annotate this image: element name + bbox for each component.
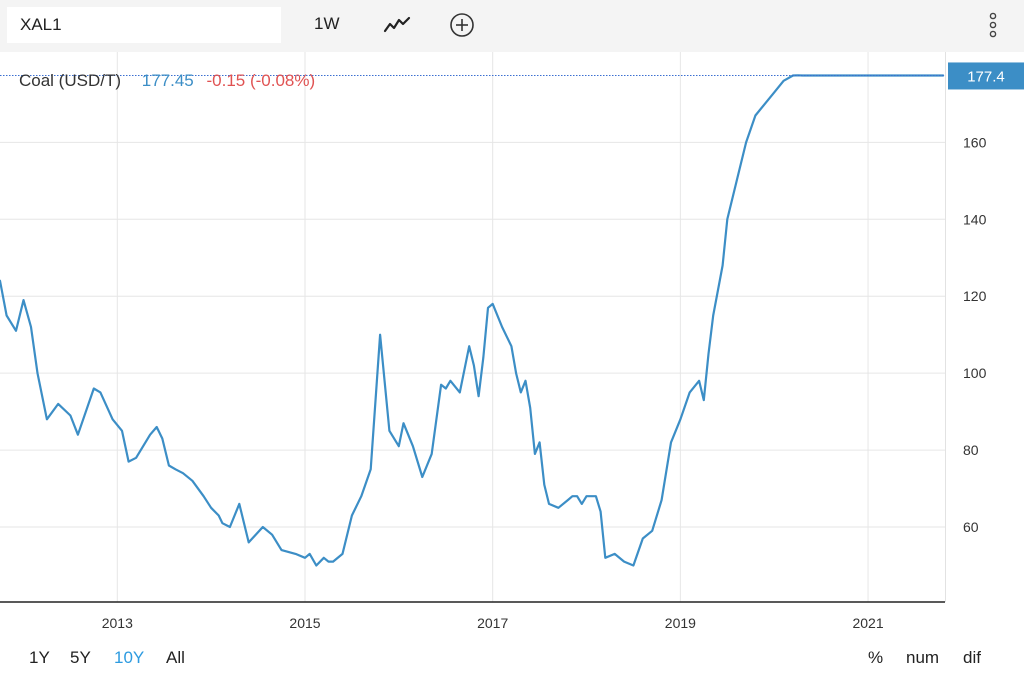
x-tick-label: 2021 bbox=[852, 615, 883, 631]
price-chart[interactable]: 2013 2015 2017 2019 2021 60 80 100 120 140 160 177.… bbox=[0, 52, 1024, 648]
x-tick-label: 2017 bbox=[477, 615, 508, 631]
x-tick-label: 2015 bbox=[289, 615, 320, 631]
legend-series-name: Coal (USD/T) bbox=[19, 71, 122, 90]
range-5y-button[interactable]: 5Y bbox=[70, 648, 91, 667]
series-line bbox=[0, 74, 945, 567]
range-bar: 1Y 5Y 10Y All % num dif bbox=[0, 648, 1024, 674]
line-chart-icon[interactable] bbox=[383, 14, 411, 36]
chart-legend: Coal (USD/T) 177.45 -0.15 (-0.08%) bbox=[19, 71, 315, 91]
legend-price: 177.45 bbox=[141, 71, 194, 90]
y-tick-label: 100 bbox=[963, 365, 987, 381]
last-price-box bbox=[948, 62, 1024, 90]
range-all-button[interactable]: All bbox=[166, 648, 185, 667]
y-tick-label: 140 bbox=[963, 211, 987, 227]
x-tick-label: 2013 bbox=[102, 615, 133, 631]
range-10y-button[interactable]: 10Y bbox=[114, 648, 145, 667]
scale-percent-button[interactable]: % bbox=[868, 648, 884, 667]
y-tick-label: 120 bbox=[963, 288, 987, 304]
scale-num-button[interactable]: num bbox=[906, 648, 940, 667]
x-tick-label: 2019 bbox=[665, 615, 696, 631]
last-price-label: 177.4 bbox=[967, 68, 1005, 85]
symbol-input[interactable] bbox=[7, 7, 281, 43]
plus-circle-icon[interactable] bbox=[449, 12, 475, 38]
legend-change: -0.15 (-0.08%) bbox=[206, 71, 316, 90]
toolbar: 1W bbox=[0, 0, 1024, 52]
range-1y-button[interactable]: 1Y bbox=[29, 648, 50, 667]
y-tick-label: 160 bbox=[963, 134, 987, 150]
y-tick-label: 60 bbox=[963, 519, 979, 535]
more-vert-icon[interactable] bbox=[984, 11, 1002, 41]
scale-dif-button[interactable]: dif bbox=[963, 648, 981, 667]
y-tick-label: 80 bbox=[963, 442, 979, 458]
interval-button[interactable]: 1W bbox=[314, 14, 340, 33]
